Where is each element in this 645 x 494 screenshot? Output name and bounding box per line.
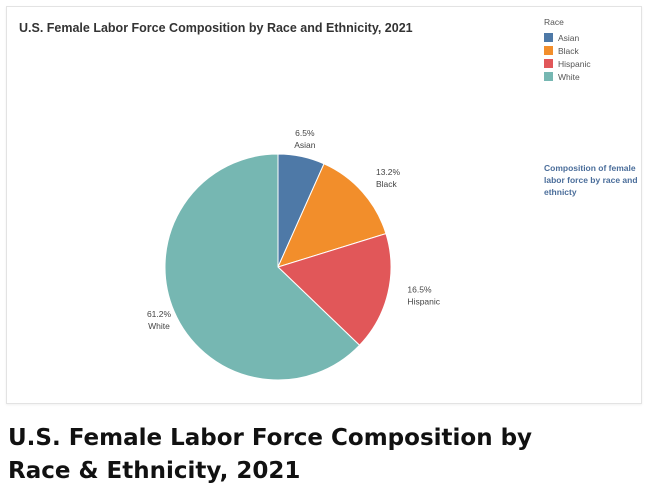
caption-line-2: Race & Ethnicity, 2021 bbox=[8, 458, 301, 484]
legend-label: Hispanic bbox=[558, 58, 591, 69]
legend-label: White bbox=[558, 71, 580, 82]
legend-item-asian[interactable]: Asian bbox=[544, 31, 591, 44]
legend-item-black[interactable]: Black bbox=[544, 44, 591, 57]
chart-card: U.S. Female Labor Force Composition by R… bbox=[6, 6, 642, 404]
legend-label: Black bbox=[558, 45, 579, 56]
slice-category-label-black: Black bbox=[376, 179, 398, 189]
slice-value-label-white: 61.2% bbox=[147, 309, 172, 319]
legend-title: Race bbox=[544, 17, 564, 27]
side-annotation: Composition of female labor force by rac… bbox=[544, 163, 638, 197]
slice-value-label-black: 13.2% bbox=[376, 167, 401, 177]
caption-line-1: U.S. Female Labor Force Composition by bbox=[8, 425, 533, 451]
slice-category-label-hispanic: Hispanic bbox=[407, 297, 440, 307]
legend: Race Asian Black Hispanic White bbox=[544, 17, 591, 83]
pie-slice-black[interactable] bbox=[277, 163, 387, 268]
slice-value-label-asian: 6.5% bbox=[295, 128, 315, 138]
legend-swatch bbox=[544, 72, 553, 81]
legend-swatch bbox=[544, 33, 553, 42]
legend-items: Asian Black Hispanic White bbox=[544, 31, 591, 83]
pie-chart: 6.5% Asian 13.2% Black 16.5% Hispanic 61.2% Whi… bbox=[147, 128, 441, 381]
slice-category-label-asian: Asian bbox=[294, 140, 316, 150]
caption: U.S. Female Labor Force Composition by R… bbox=[8, 422, 628, 488]
slice-value-label-hispanic: 16.5% bbox=[407, 285, 432, 295]
legend-item-white[interactable]: White bbox=[544, 70, 591, 83]
legend-item-hispanic[interactable]: Hispanic bbox=[544, 57, 591, 70]
pie-slice-hispanic[interactable] bbox=[277, 232, 392, 346]
legend-swatch bbox=[544, 59, 553, 68]
legend-swatch bbox=[544, 46, 553, 55]
pie-slice-white[interactable] bbox=[164, 153, 361, 381]
slice-category-label-white: White bbox=[148, 321, 170, 331]
chart-title: U.S. Female Labor Force Composition by R… bbox=[19, 21, 413, 35]
legend-label: Asian bbox=[558, 32, 580, 43]
